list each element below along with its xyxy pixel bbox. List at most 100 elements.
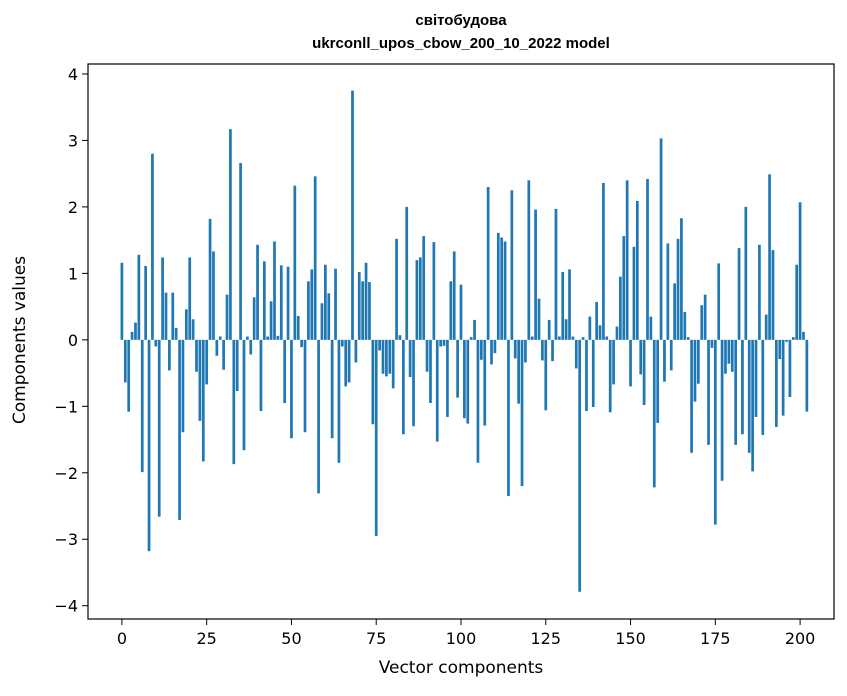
bar-110 (493, 339, 497, 354)
y-tick-label: 0 (68, 331, 78, 350)
bar-73 (368, 282, 371, 340)
bar-153 (639, 339, 643, 375)
y-tick-label: −1 (54, 397, 78, 416)
bar-82 (398, 335, 402, 340)
bar-0 (120, 262, 124, 340)
bar-154 (642, 339, 646, 405)
bar-195 (781, 339, 785, 416)
bar-163 (673, 283, 676, 340)
bar-164 (676, 238, 680, 340)
bar-32 (229, 129, 232, 340)
bar-99 (456, 339, 459, 398)
bar-9 (151, 153, 154, 340)
bar-159 (659, 138, 663, 340)
bar-194 (778, 339, 782, 360)
bar-67 (347, 339, 351, 383)
bar-5 (137, 254, 141, 340)
bar-23 (198, 339, 202, 421)
bar-79 (388, 339, 392, 374)
bar-89 (422, 236, 426, 340)
bar-12 (161, 257, 164, 340)
x-tick-label: 0 (117, 629, 127, 648)
bar-117 (517, 339, 521, 404)
bar-180 (730, 339, 734, 372)
bar-6 (140, 339, 144, 473)
y-ticks: −4 −3 −2 −1 0 1 2 3 4 (54, 65, 88, 616)
bar-127 (551, 339, 554, 362)
bar-109 (490, 339, 493, 365)
bar-66 (344, 339, 348, 387)
bar-133 (571, 336, 575, 340)
bar-192 (771, 250, 775, 340)
bar-34 (235, 339, 239, 392)
x-tick-label: 125 (530, 629, 561, 648)
bar-179 (727, 339, 731, 364)
x-axis-label: Vector components (378, 658, 544, 678)
bar-97 (449, 281, 453, 340)
bar-197 (788, 339, 792, 397)
bar-7 (144, 266, 148, 340)
bars-group (120, 90, 809, 592)
bar-50 (290, 339, 293, 439)
bar-136 (581, 337, 585, 340)
bar-93 (435, 339, 439, 442)
bar-187 (754, 339, 758, 417)
bar-173 (707, 339, 710, 445)
bar-4 (134, 322, 137, 340)
bar-113 (503, 241, 507, 340)
bar-2 (127, 339, 131, 412)
bar-135 (578, 339, 582, 592)
bar-35 (239, 163, 242, 340)
bar-58 (317, 339, 320, 494)
bar-182 (737, 248, 741, 340)
bar-138 (588, 316, 592, 340)
bar-57 (313, 176, 317, 340)
bar-36 (242, 339, 246, 451)
bar-64 (337, 339, 341, 463)
bar-130 (561, 272, 565, 340)
bar-188 (758, 244, 761, 340)
bar-122 (534, 209, 537, 340)
bar-111 (496, 232, 500, 340)
bar-132 (568, 269, 571, 340)
bar-102 (466, 339, 470, 424)
bar-172 (703, 294, 707, 340)
bar-171 (700, 305, 704, 340)
bar-8 (147, 339, 151, 552)
bar-174 (710, 339, 714, 348)
bar-165 (680, 218, 683, 340)
bar-144 (608, 339, 612, 413)
bar-63 (334, 268, 337, 340)
bar-19 (184, 309, 188, 340)
bar-166 (683, 311, 687, 340)
bar-29 (218, 336, 222, 340)
bar-94 (439, 339, 443, 347)
bar-21 (191, 319, 195, 340)
bar-81 (395, 238, 398, 340)
bar-31 (225, 294, 229, 340)
y-tick-label: 1 (68, 264, 78, 283)
bar-1 (123, 339, 127, 383)
bar-18 (181, 339, 185, 433)
bar-142 (602, 182, 605, 340)
bar-41 (259, 339, 263, 411)
bar-176 (717, 263, 721, 340)
bar-27 (212, 251, 215, 340)
bar-11 (157, 339, 161, 517)
bar-100 (459, 284, 463, 340)
bar-120 (527, 180, 531, 340)
bar-125 (544, 339, 548, 411)
bar-71 (361, 281, 365, 340)
bar-107 (483, 339, 487, 426)
bar-131 (564, 319, 568, 340)
bar-145 (612, 339, 615, 385)
bar-119 (524, 339, 527, 363)
x-tick-label: 175 (700, 629, 731, 648)
bar-156 (649, 316, 653, 340)
bar-98 (452, 251, 456, 340)
x-tick-label: 25 (197, 629, 217, 648)
bar-14 (168, 339, 171, 371)
bar-77 (381, 339, 385, 374)
bar-115 (510, 190, 514, 340)
